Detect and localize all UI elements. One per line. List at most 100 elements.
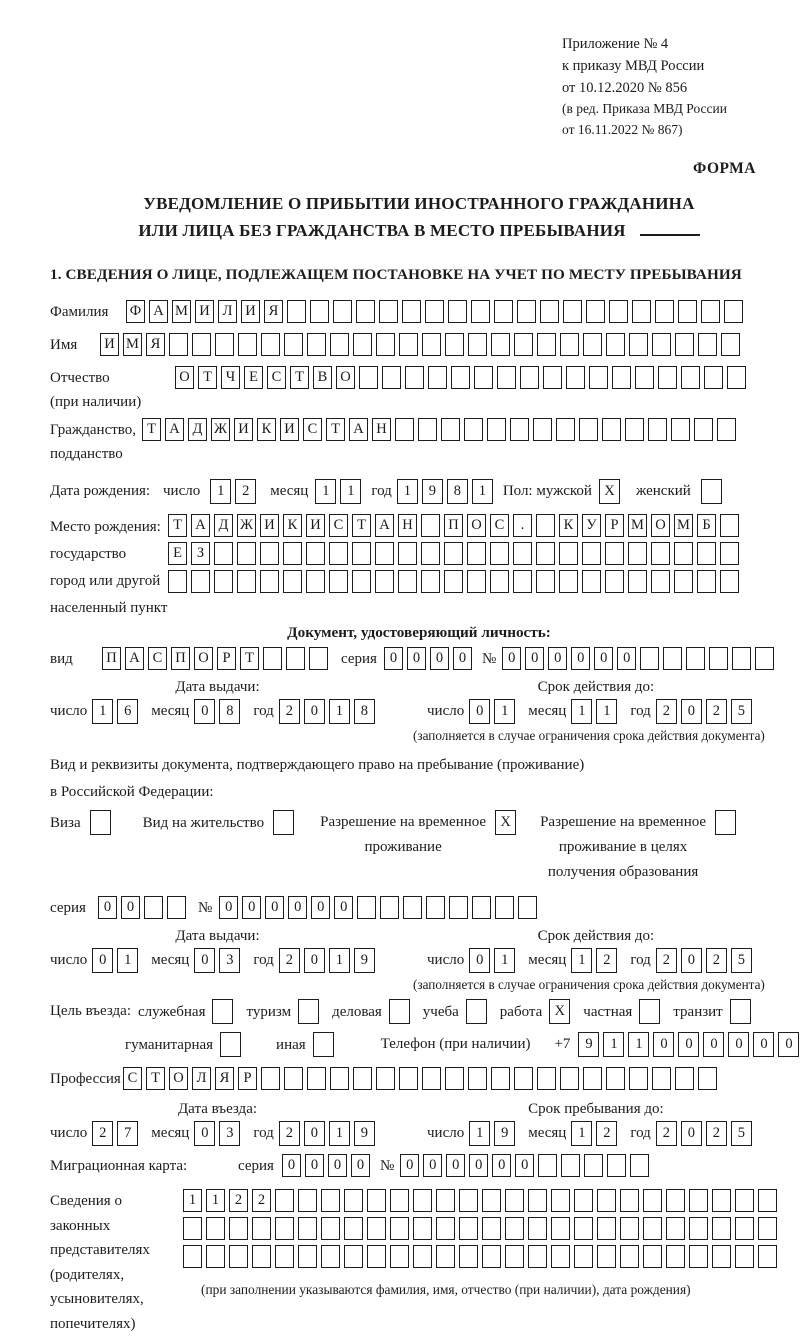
char-box[interactable] — [606, 333, 625, 357]
char-box[interactable] — [628, 570, 647, 594]
char-box[interactable]: 9 — [353, 948, 375, 974]
char-box[interactable] — [459, 1245, 478, 1269]
char-box[interactable]: Ж — [237, 514, 256, 538]
char-box[interactable]: 1 — [571, 948, 593, 974]
char-box[interactable] — [658, 366, 677, 390]
char-box[interactable]: И — [234, 418, 253, 442]
char-box[interactable] — [183, 1217, 202, 1241]
char-box[interactable] — [390, 1245, 409, 1269]
char-box[interactable] — [505, 1245, 524, 1269]
char-box[interactable]: 0 — [304, 1154, 324, 1178]
char-box[interactable] — [605, 542, 624, 566]
char-box[interactable] — [720, 542, 739, 566]
char-box[interactable]: 0 — [753, 1032, 775, 1058]
char-box[interactable] — [689, 1189, 708, 1213]
char-box[interactable]: 1 — [328, 1121, 350, 1147]
char-box[interactable]: М — [674, 514, 693, 538]
char-box[interactable] — [425, 300, 444, 324]
char-box[interactable] — [560, 333, 579, 357]
char-box[interactable] — [566, 366, 585, 390]
char-box[interactable] — [510, 418, 529, 442]
char-box[interactable] — [715, 810, 737, 836]
char-box[interactable] — [584, 1154, 604, 1178]
char-box[interactable]: И — [195, 300, 214, 324]
char-box[interactable]: 0 — [303, 699, 325, 725]
char-box[interactable] — [582, 542, 601, 566]
char-box[interactable] — [597, 1245, 616, 1269]
char-box[interactable]: 0 — [97, 896, 117, 920]
char-box[interactable] — [551, 1245, 570, 1269]
char-box[interactable] — [574, 1189, 593, 1213]
char-box[interactable] — [306, 542, 325, 566]
char-box[interactable] — [579, 418, 598, 442]
char-box[interactable]: Т — [352, 514, 371, 538]
char-box[interactable] — [261, 1067, 280, 1091]
char-box[interactable] — [220, 1032, 242, 1058]
char-box[interactable]: 0 — [400, 1154, 420, 1178]
char-box[interactable] — [675, 1067, 694, 1091]
char-box[interactable] — [283, 570, 302, 594]
char-box[interactable] — [720, 570, 739, 594]
char-box[interactable]: 3 — [219, 1121, 241, 1147]
char-box[interactable]: 0 — [469, 699, 491, 725]
char-box[interactable]: 2 — [705, 1121, 727, 1147]
char-box[interactable] — [643, 1217, 662, 1241]
char-box[interactable] — [405, 366, 424, 390]
char-box[interactable]: 2 — [705, 948, 727, 974]
char-box[interactable]: С — [303, 418, 322, 442]
char-box[interactable]: 2 — [705, 699, 727, 725]
char-box[interactable]: И — [241, 300, 260, 324]
char-box[interactable] — [468, 333, 487, 357]
char-box[interactable]: Н — [372, 418, 391, 442]
char-box[interactable]: П — [171, 647, 190, 671]
char-box[interactable] — [474, 366, 493, 390]
char-box[interactable]: 1 — [92, 699, 114, 725]
char-box[interactable] — [605, 570, 624, 594]
char-box[interactable]: 1 — [206, 1189, 225, 1213]
char-box[interactable]: Е — [244, 366, 263, 390]
char-box[interactable] — [559, 570, 578, 594]
char-box[interactable]: X — [495, 810, 517, 836]
char-box[interactable]: Я — [215, 1067, 234, 1091]
char-box[interactable] — [674, 570, 693, 594]
char-box[interactable] — [169, 333, 188, 357]
char-box[interactable] — [482, 1245, 501, 1269]
char-box[interactable] — [643, 1245, 662, 1269]
char-box[interactable]: О — [336, 366, 355, 390]
char-box[interactable] — [698, 333, 717, 357]
char-box[interactable]: 0 — [492, 1154, 512, 1178]
char-box[interactable] — [212, 999, 234, 1025]
char-box[interactable] — [459, 1189, 478, 1213]
char-box[interactable] — [206, 1217, 225, 1241]
char-box[interactable]: И — [260, 514, 279, 538]
char-box[interactable]: 2 — [278, 1121, 300, 1147]
char-box[interactable] — [689, 1245, 708, 1269]
char-box[interactable]: 7 — [117, 1121, 139, 1147]
char-box[interactable] — [582, 570, 601, 594]
char-box[interactable] — [465, 999, 487, 1025]
char-box[interactable] — [273, 810, 295, 836]
char-box[interactable] — [451, 366, 470, 390]
char-box[interactable]: 1 — [596, 699, 618, 725]
char-box[interactable]: 0 — [515, 1154, 535, 1178]
char-box[interactable] — [482, 1189, 501, 1213]
char-box[interactable] — [528, 1217, 547, 1241]
char-box[interactable]: 5 — [730, 699, 752, 725]
char-box[interactable] — [166, 896, 186, 920]
char-box[interactable]: 1 — [494, 948, 516, 974]
char-box[interactable] — [628, 542, 647, 566]
char-box[interactable]: 6 — [117, 699, 139, 725]
char-box[interactable]: 0 — [327, 1154, 347, 1178]
char-box[interactable]: 2 — [655, 699, 677, 725]
char-box[interactable] — [724, 300, 743, 324]
char-box[interactable] — [395, 418, 414, 442]
char-box[interactable] — [538, 1154, 558, 1178]
char-box[interactable]: 0 — [680, 699, 702, 725]
char-box[interactable]: 8 — [446, 479, 468, 505]
char-box[interactable] — [399, 333, 418, 357]
char-box[interactable]: Р — [217, 647, 236, 671]
char-box[interactable]: 9 — [578, 1032, 600, 1058]
char-box[interactable]: 1 — [469, 1121, 491, 1147]
char-box[interactable] — [422, 333, 441, 357]
char-box[interactable] — [359, 366, 378, 390]
